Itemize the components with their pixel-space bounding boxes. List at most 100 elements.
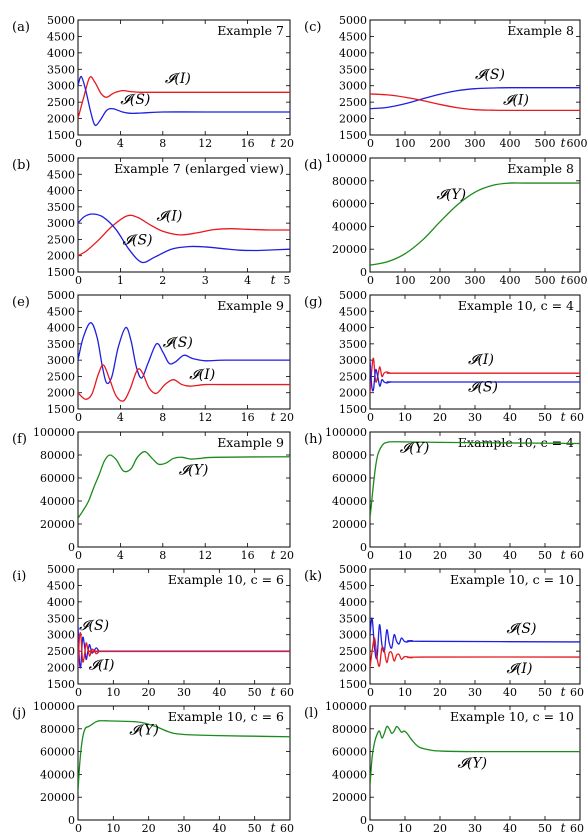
chart-11-ytick-label-3: 60000 <box>332 746 367 759</box>
chart-0-xtick-label-5: 20 <box>280 137 294 150</box>
chart-5-annotation-0: 𝓘(I) <box>468 352 494 368</box>
chart-3-xlabel: t <box>561 273 566 287</box>
chart-11-ytick-label-5: 100000 <box>325 700 367 713</box>
chart-7-xtick-label-1: 10 <box>398 549 412 562</box>
chart-3-ytick-label-2: 40000 <box>332 220 367 233</box>
chart-8-annotation-1: 𝓘(I) <box>89 658 115 674</box>
chart-10-xtick-label-4: 40 <box>212 822 226 835</box>
chart-8-xtick-label-1: 10 <box>106 686 120 699</box>
chart-3-xtick-label-3: 300 <box>465 274 486 287</box>
chart-1-xtick-label-0: 0 <box>367 137 374 150</box>
chart-11-xtick-label-5: 50 <box>538 822 552 835</box>
chart-2-ytick-label-4: 3500 <box>47 201 75 214</box>
chart-0-ytick-label-4: 3500 <box>47 63 75 76</box>
chart-7-annotation-0: 𝓘(Y) <box>400 441 430 457</box>
chart-6-xlabel: t <box>271 548 276 562</box>
chart-2-xtick-label-4: 4 <box>244 274 251 287</box>
chart-1-title: Example 8 <box>507 23 574 38</box>
chart-0-xtick-label-3: 12 <box>198 137 212 150</box>
chart-4-xtick-label-4: 16 <box>241 411 255 424</box>
chart-8-ytick-label-1: 2000 <box>47 662 75 675</box>
chart-11-panel-label: (l) <box>304 706 318 721</box>
chart-11-title: Example 10, c = 10 <box>450 709 574 724</box>
chart-2-series-0-line <box>78 214 290 257</box>
chart-4-xtick-label-5: 20 <box>280 411 294 424</box>
chart-4-series-1-line <box>78 364 290 402</box>
chart-9-series-0-line <box>370 617 580 660</box>
chart-11-series-0-line <box>370 725 580 786</box>
chart-4-panel-label: (e) <box>12 295 30 310</box>
chart-5-ytick-label-1: 2000 <box>339 387 367 400</box>
chart-2-ytick-label-1: 2000 <box>47 250 75 263</box>
chart-10-xtick-label-6: 60 <box>280 822 294 835</box>
chart-6-panel: 0 20000 40000 60000 80000 100000 0 4 8 12 16 20 t (f)… <box>12 426 294 562</box>
chart-1-annotation-0: 𝓘(S) <box>475 67 505 83</box>
chart-0-ytick-label-5: 4000 <box>47 47 75 60</box>
chart-0-ytick-label-6: 4500 <box>47 30 75 43</box>
chart-1-ytick-label-6: 4500 <box>339 30 367 43</box>
chart-2-ytick-label-2: 2500 <box>47 233 75 246</box>
chart-2-ytick-label-3: 3000 <box>47 217 75 230</box>
chart-11-ytick-label-4: 80000 <box>332 723 367 736</box>
chart-4-ytick-label-4: 3500 <box>47 338 75 351</box>
chart-4-annotation-1: 𝓘(I) <box>189 367 215 383</box>
chart-5-ytick-label-7: 5000 <box>339 289 367 302</box>
chart-10-panel-label: (j) <box>12 706 26 721</box>
chart-7-xtick-label-4: 40 <box>503 549 517 562</box>
chart-0-panel-label: (a) <box>12 20 30 35</box>
chart-5-ytick-label-2: 2500 <box>339 370 367 383</box>
chart-11-ytick-label-2: 40000 <box>332 768 367 781</box>
chart-8-xtick-label-2: 20 <box>142 686 156 699</box>
chart-3-annotation-0: 𝓘(Y) <box>437 187 467 203</box>
chart-6-ytick-label-0: 0 <box>68 541 75 554</box>
chart-10-ytick-label-1: 20000 <box>40 791 75 804</box>
chart-5-series-1-line <box>370 360 580 392</box>
chart-10-panel: 0 20000 40000 60000 80000 100000 0 10 20 30 40 50 60… <box>12 700 294 835</box>
chart-8-ytick-label-7: 5000 <box>47 563 75 576</box>
chart-7-xtick-label-3: 30 <box>468 549 482 562</box>
chart-8-ytick-label-0: 1500 <box>47 678 75 691</box>
chart-2-xtick-label-5: 5 <box>284 274 291 287</box>
chart-0-xtick-label-1: 4 <box>117 137 124 150</box>
chart-0-xtick-label-0: 0 <box>75 137 82 150</box>
chart-5-xtick-label-0: 0 <box>367 411 374 424</box>
chart-11-xtick-label-2: 20 <box>433 822 447 835</box>
chart-5-xtick-label-6: 60 <box>570 411 584 424</box>
chart-8-title: Example 10, c = 6 <box>168 572 284 587</box>
chart-10-ytick-label-2: 40000 <box>40 768 75 781</box>
chart-0-ytick-label-2: 2500 <box>47 96 75 109</box>
chart-3-xtick-label-5: 500 <box>535 274 556 287</box>
chart-3-panel-label: (d) <box>304 158 322 173</box>
chart-9-panel-label: (k) <box>304 569 322 584</box>
chart-6-panel-label: (f) <box>12 432 27 447</box>
chart-10-xtick-label-1: 10 <box>106 822 120 835</box>
chart-4-xtick-label-2: 8 <box>159 411 166 424</box>
chart-5-xtick-label-1: 10 <box>398 411 412 424</box>
chart-5-title: Example 10, c = 4 <box>458 298 574 313</box>
chart-5-xlabel: t <box>561 410 566 424</box>
chart-7-series-0-line <box>370 441 580 519</box>
chart-5-xtick-label-2: 20 <box>433 411 447 424</box>
chart-0-series-1-line <box>78 75 290 127</box>
chart-1-ytick-label-5: 4000 <box>339 47 367 60</box>
chart-4-ytick-label-2: 2500 <box>47 370 75 383</box>
chart-4-title: Example 9 <box>217 298 284 313</box>
chart-6-xtick-label-5: 20 <box>280 549 294 562</box>
chart-3-ytick-label-3: 60000 <box>332 198 367 211</box>
chart-7-panel-label: (h) <box>304 432 323 447</box>
chart-10-xlabel: t <box>271 821 276 835</box>
chart-2-xtick-label-3: 3 <box>202 274 209 287</box>
chart-1-ytick-label-2: 2500 <box>339 96 367 109</box>
chart-6-xtick-label-1: 4 <box>117 549 124 562</box>
chart-5-xtick-label-4: 40 <box>503 411 517 424</box>
chart-1-ytick-label-4: 3500 <box>339 63 367 76</box>
chart-1-panel: 1500 2000 2500 3000 3500 4000 4500 5000 0 100 200 3… <box>304 14 587 150</box>
chart-0-xtick-label-4: 16 <box>241 137 255 150</box>
chart-4-ytick-label-3: 3000 <box>47 354 75 367</box>
chart-3-ytick-label-4: 80000 <box>332 175 367 188</box>
chart-4-ytick-label-5: 4000 <box>47 322 75 335</box>
chart-2-ytick-label-7: 5000 <box>47 152 75 165</box>
chart-10-ytick-label-5: 100000 <box>33 700 75 713</box>
chart-0-ytick-label-7: 5000 <box>47 14 75 27</box>
